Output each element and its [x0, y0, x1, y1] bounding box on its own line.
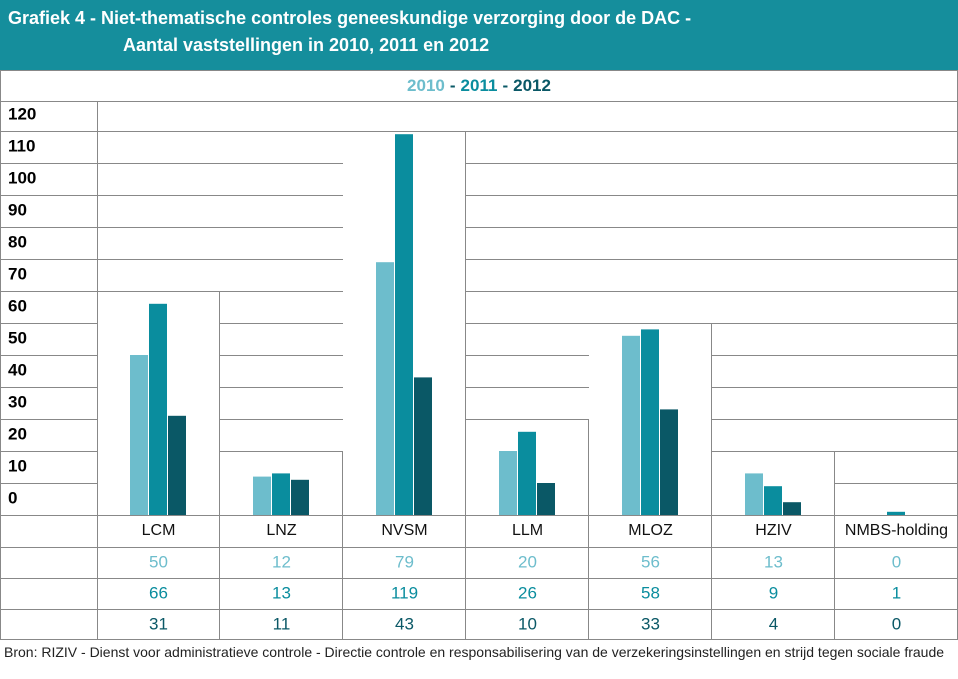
value-label: 31: [149, 614, 168, 633]
legend-separator: -: [502, 76, 508, 95]
value-label: 20: [518, 552, 537, 571]
bar: [887, 511, 905, 515]
value-label: 1: [892, 583, 901, 602]
value-label: 66: [149, 583, 168, 602]
bar: [660, 409, 678, 515]
value-label: 79: [395, 552, 414, 571]
value-label: 43: [395, 614, 414, 633]
y-tick-label: 110: [8, 136, 35, 155]
value-label: 4: [769, 614, 778, 633]
bar: [641, 329, 659, 515]
y-tick-label: 10: [8, 456, 27, 475]
bar: [499, 451, 517, 515]
legend: 2010-2011-2012: [407, 76, 551, 95]
bar: [272, 473, 290, 515]
x-tick-label: LNZ: [266, 522, 296, 539]
bar: [622, 335, 640, 515]
chart-title: Grafiek 4 - Niet-thematische controles g…: [8, 8, 691, 28]
bar: [414, 377, 432, 515]
y-tick-label: 80: [8, 232, 27, 251]
bar: [395, 134, 413, 515]
chart: Grafiek 4 - Niet-thematische controles g…: [0, 0, 958, 640]
bar: [253, 476, 271, 515]
x-tick-label: LLM: [512, 522, 543, 539]
value-label: 58: [641, 583, 660, 602]
value-label: 13: [764, 552, 783, 571]
value-label: 33: [641, 614, 660, 633]
bar: [537, 483, 555, 515]
y-tick-label: 100: [8, 168, 36, 187]
x-tick-label: MLOZ: [628, 522, 673, 539]
value-label: 11: [273, 614, 291, 633]
source-note: Bron: RIZIV - Dienst voor administratiev…: [4, 644, 945, 660]
y-tick-label: 50: [8, 328, 27, 347]
value-label: 0: [892, 552, 901, 571]
value-label: 119: [391, 583, 418, 602]
x-tick-label: LCM: [142, 522, 176, 539]
bar: [130, 355, 148, 515]
y-tick-label: 90: [8, 200, 27, 219]
bar: [783, 502, 801, 515]
value-label: 56: [641, 552, 660, 571]
x-tick-label: NVSM: [381, 522, 427, 539]
bar: [764, 486, 782, 515]
legend-separator: -: [450, 76, 456, 95]
y-tick-label: 120: [8, 104, 36, 123]
x-tick-label: HZIV: [755, 522, 792, 539]
value-label: 13: [272, 583, 291, 602]
value-label: 0: [892, 614, 901, 633]
legend-entry: 2012: [513, 76, 551, 95]
legend-entry: 2010: [407, 76, 445, 95]
bar: [291, 479, 309, 515]
y-tick-label: 40: [8, 360, 27, 379]
bar: [149, 303, 167, 515]
y-tick-label: 30: [8, 392, 27, 411]
value-label: 12: [272, 552, 291, 571]
bar: [745, 473, 763, 515]
bar: [518, 431, 536, 515]
x-tick-label: NMBS-holding: [845, 522, 948, 539]
y-tick-label: 70: [8, 264, 27, 283]
bar: [376, 262, 394, 515]
value-label: 9: [769, 583, 778, 602]
header: [0, 0, 958, 70]
y-tick-label: 0: [8, 488, 17, 507]
value-label: 10: [518, 614, 537, 633]
y-tick-label: 20: [8, 424, 27, 443]
chart-title: Aantal vaststellingen in 2010, 2011 en 2…: [123, 35, 489, 55]
legend-entry: 2011: [461, 76, 498, 95]
y-tick-label: 60: [8, 296, 27, 315]
bar: [168, 415, 186, 515]
value-label: 50: [149, 552, 168, 571]
value-label: 26: [518, 583, 537, 602]
